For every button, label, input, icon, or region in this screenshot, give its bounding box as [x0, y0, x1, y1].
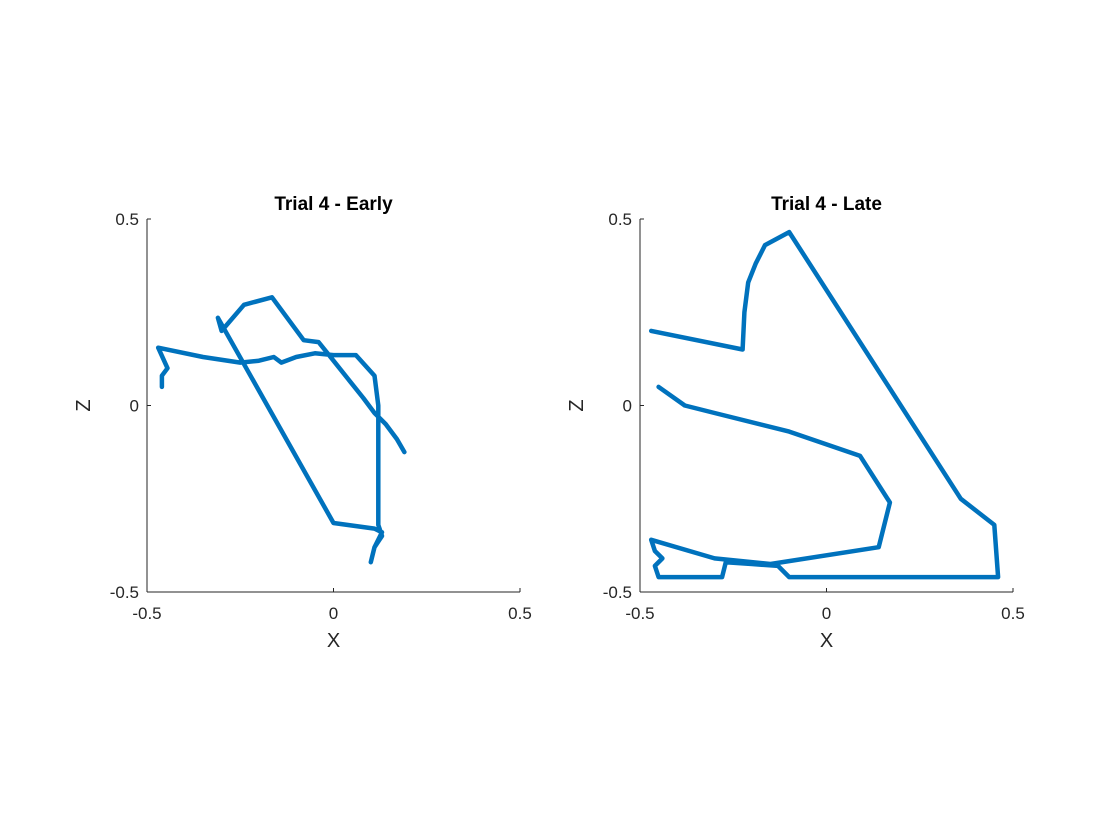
- x-tick-label: -0.5: [625, 604, 654, 623]
- trajectory-line: [648, 229, 1001, 580]
- chart-title: Trial 4 - Early: [274, 194, 393, 215]
- y-axis-label: Z: [73, 399, 95, 411]
- y-tick-label: 0.5: [115, 210, 139, 229]
- x-axis-label: X: [327, 630, 340, 652]
- y-tick-label: 0.5: [608, 210, 632, 229]
- x-tick-label: 0.5: [508, 604, 532, 623]
- y-tick-label: 0: [623, 397, 632, 416]
- y-tick-label: -0.5: [603, 583, 632, 602]
- x-tick-label: 0.5: [1001, 604, 1025, 623]
- y-axis-label: Z: [566, 399, 588, 411]
- x-tick-label: -0.5: [132, 604, 161, 623]
- x-tick-label: 0: [822, 604, 831, 623]
- x-tick-label: 0: [329, 604, 338, 623]
- y-tick-label: 0: [130, 397, 139, 416]
- subplot-trial-4-early: -0.5 0 0.5 -0.5 0 0.5 X Z Trial 4 - Early: [73, 194, 532, 652]
- chart-title: Trial 4 - Late: [771, 194, 882, 215]
- y-tick-label: -0.5: [110, 583, 139, 602]
- x-axis-label: X: [820, 630, 833, 652]
- subplot-trial-4-late: -0.5 0 0.5 -0.5 0 0.5 X Z Trial 4 - Late: [566, 194, 1025, 652]
- trajectory-line: [155, 295, 407, 565]
